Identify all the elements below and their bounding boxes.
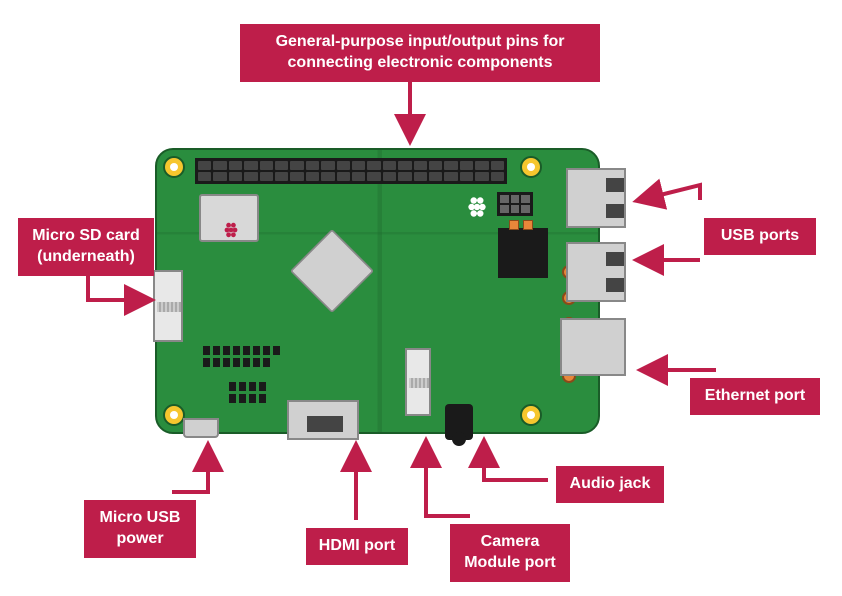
wifi-shield: [199, 194, 259, 242]
poe-header: [497, 192, 533, 216]
mounting-hole: [163, 404, 185, 426]
smd-components: [203, 346, 283, 367]
mounting-hole: [520, 156, 542, 178]
raspberry-pi-board: [155, 148, 600, 434]
mounting-hole: [520, 404, 542, 426]
arrow-microusb: [172, 448, 208, 492]
label-ethernet: Ethernet port: [690, 378, 820, 415]
mounting-hole: [163, 156, 185, 178]
smd-components: [229, 382, 273, 403]
raspberry-logo-icon: [223, 220, 239, 240]
label-camera: CameraModule port: [450, 524, 570, 582]
camera-connector: [405, 348, 431, 416]
raspberry-logo-icon: [466, 194, 488, 220]
label-microusb: Micro USBpower: [84, 500, 196, 558]
usb-port-bottom: [566, 242, 626, 302]
micro-usb-port: [183, 418, 219, 438]
audio-jack: [445, 404, 473, 440]
label-usb: USB ports: [704, 218, 816, 255]
arrow-audio: [484, 444, 548, 480]
ram-chip: [498, 228, 548, 278]
display-connector: [153, 270, 183, 342]
gpio-header: [195, 158, 507, 184]
ethernet-port: [560, 318, 626, 376]
usb-port-top: [566, 168, 626, 228]
label-gpio: General-purpose input/output pins forcon…: [240, 24, 600, 82]
label-sd: Micro SD card(underneath): [18, 218, 154, 276]
hdmi-port: [287, 400, 359, 440]
cpu-chip: [290, 229, 374, 313]
label-hdmi: HDMI port: [306, 528, 408, 565]
arrow-camera: [426, 444, 470, 516]
arrow-usb1: [640, 185, 700, 200]
solder-pads: [509, 220, 533, 230]
label-audio: Audio jack: [556, 466, 664, 503]
